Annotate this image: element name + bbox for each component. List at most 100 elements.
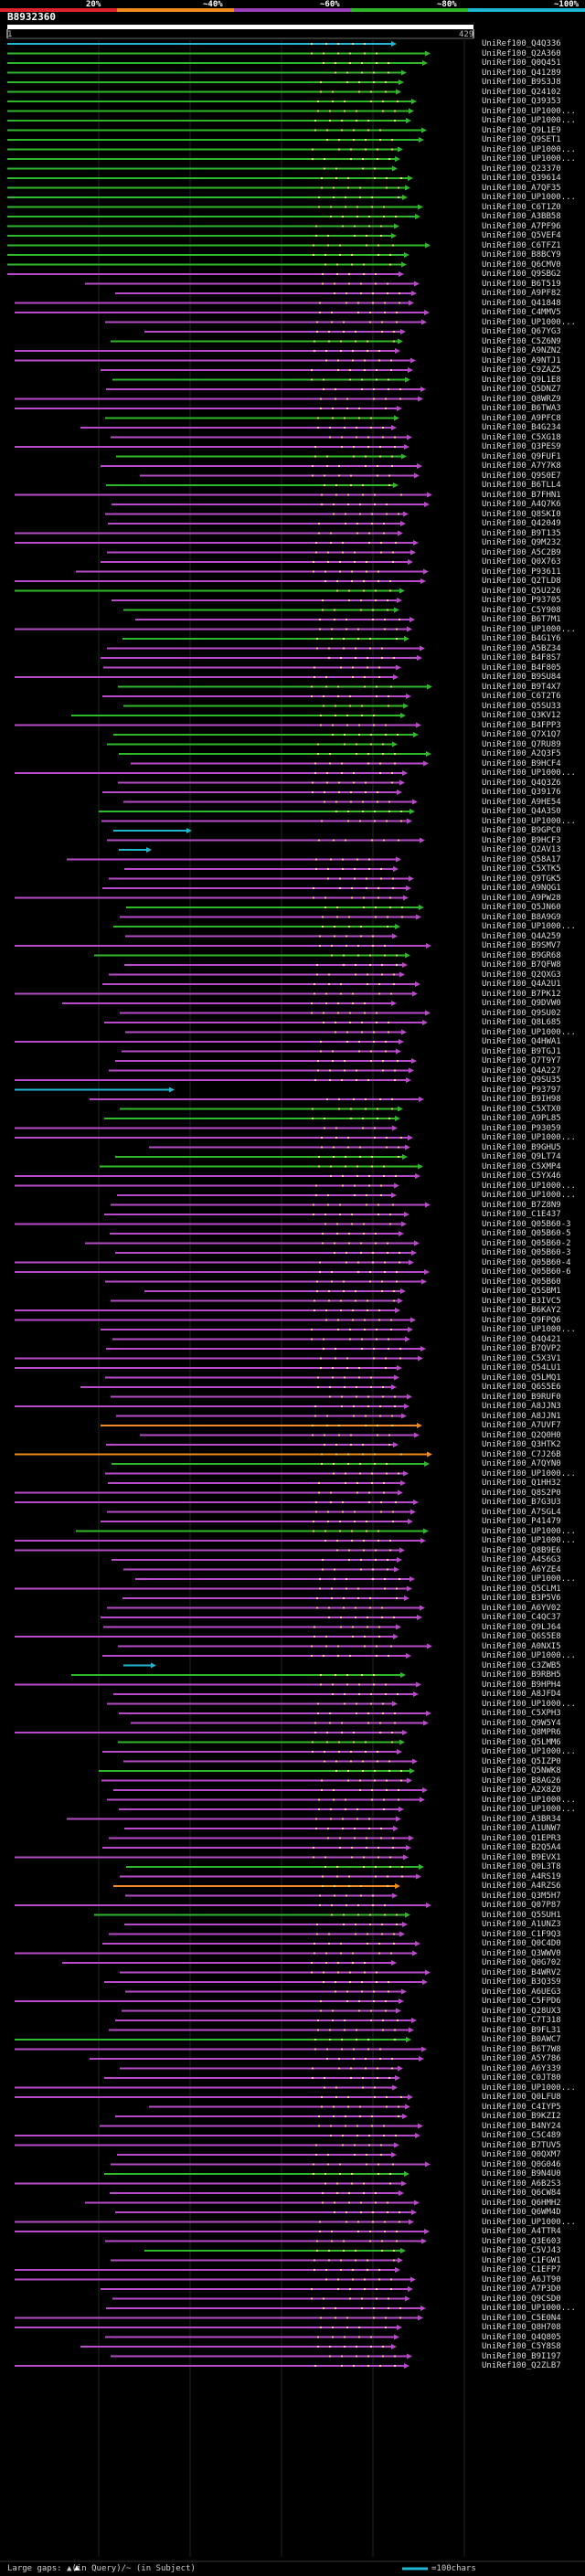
- hit-label[interactable]: UniRef100_Q54LU1: [482, 1363, 561, 1373]
- hit-label[interactable]: UniRef100_Q5SUH1: [482, 1910, 561, 1920]
- hit-label[interactable]: UniRef100_A8JFD4: [482, 1690, 561, 1699]
- hit-label[interactable]: UniRef100_Q05B60-5: [482, 1229, 571, 1238]
- hit-label[interactable]: UniRef100_C7J26B: [482, 1449, 561, 1459]
- hit-label[interactable]: UniRef100_Q9DVW0: [482, 999, 561, 1008]
- hit-label[interactable]: UniRef100_Q5IZP0: [482, 1756, 561, 1766]
- hit-label[interactable]: UniRef100_Q9FPQ6: [482, 1315, 561, 1325]
- hit-label[interactable]: UniRef100_B8A9G9: [482, 912, 561, 922]
- hit-label[interactable]: UniRef100_A7QF35: [482, 183, 561, 193]
- hit-label[interactable]: UniRef100_P93611: [482, 567, 561, 577]
- hit-label[interactable]: UniRef100_Q41289: [482, 68, 561, 78]
- hit-label[interactable]: UniRef100_A9NZN2: [482, 346, 561, 355]
- hit-label[interactable]: UniRef100_UP1000...: [482, 193, 576, 202]
- hit-label[interactable]: UniRef100_UP1000...: [482, 1468, 576, 1479]
- hit-label[interactable]: UniRef100_Q9L1E8: [482, 375, 561, 385]
- hit-label[interactable]: UniRef100_A2Q3F5: [482, 749, 561, 758]
- hit-label[interactable]: UniRef100_C5VJ43: [482, 2246, 561, 2255]
- hit-label[interactable]: UniRef100_Q6WM4D: [482, 2208, 561, 2217]
- hit-label[interactable]: UniRef100_Q0Q451: [482, 58, 561, 68]
- hit-label[interactable]: UniRef100_B3IVC5: [482, 1296, 561, 1306]
- hit-label[interactable]: UniRef100_C5Y908: [482, 605, 561, 615]
- hit-label[interactable]: UniRef100_Q0G046: [482, 2159, 561, 2169]
- hit-label[interactable]: UniRef100_A7PF96: [482, 221, 561, 231]
- hit-label[interactable]: UniRef100_P93797: [482, 1085, 561, 1095]
- hit-label[interactable]: UniRef100_B3P5V6: [482, 1594, 561, 1603]
- hit-label[interactable]: UniRef100_Q67YG3: [482, 327, 561, 336]
- hit-label[interactable]: UniRef100_B9SU84: [482, 673, 561, 682]
- hit-label[interactable]: UniRef100_C1E437: [482, 1210, 561, 1219]
- hit-label[interactable]: UniRef100_UP1000...: [482, 1651, 576, 1660]
- hit-label[interactable]: UniRef100_B4NY24: [482, 2121, 561, 2131]
- hit-label[interactable]: UniRef100_Q9SU35: [482, 1076, 561, 1085]
- hit-label[interactable]: UniRef100_Q07P87: [482, 1901, 561, 1910]
- hit-label[interactable]: UniRef100_B7G3U3: [482, 1498, 561, 1507]
- hit-label[interactable]: UniRef100_B9RUF0: [482, 1392, 561, 1402]
- hit-label[interactable]: UniRef100_B9EVX1: [482, 1852, 561, 1862]
- hit-label[interactable]: UniRef100_C6T2T6: [482, 692, 561, 701]
- hit-label[interactable]: UniRef100_UP1000...: [482, 154, 576, 164]
- hit-label[interactable]: UniRef100_C4MMV5: [482, 308, 561, 317]
- hit-label[interactable]: UniRef100_Q28UX3: [482, 2006, 561, 2016]
- hit-label[interactable]: UniRef100_A6Y339: [482, 2063, 561, 2073]
- hit-label[interactable]: UniRef100_B7FHN1: [482, 490, 561, 500]
- hit-label[interactable]: UniRef100_Q2QXG3: [482, 970, 561, 980]
- hit-label[interactable]: UniRef100_Q6S5E6: [482, 1383, 561, 1392]
- hit-label[interactable]: UniRef100_B9FL31: [482, 2025, 561, 2035]
- hit-label[interactable]: UniRef100_C5YX46: [482, 1171, 561, 1181]
- hit-label[interactable]: UniRef100_B4F805: [482, 663, 561, 673]
- hit-label[interactable]: UniRef100_C0JT80: [482, 2073, 561, 2083]
- hit-label[interactable]: UniRef100_A9PW28: [482, 893, 561, 903]
- hit-label[interactable]: UniRef100_B9T135: [482, 528, 561, 538]
- hit-label[interactable]: UniRef100_Q3PES9: [482, 442, 561, 451]
- hit-label[interactable]: UniRef100_Q9W5Y4: [482, 1718, 561, 1728]
- hit-label[interactable]: UniRef100_B9S3J8: [482, 78, 561, 87]
- hit-label[interactable]: UniRef100_C1FGW1: [482, 2255, 561, 2265]
- hit-label[interactable]: UniRef100_C5Z6N9: [482, 336, 561, 346]
- hit-label[interactable]: UniRef100_A6B2S3: [482, 2178, 561, 2189]
- hit-label[interactable]: UniRef100_A4S6G3: [482, 1555, 561, 1564]
- hit-label[interactable]: UniRef100_Q05B60-3: [482, 1219, 571, 1229]
- hit-label[interactable]: UniRef100_C5C489: [482, 2131, 561, 2140]
- hit-label[interactable]: UniRef100_Q5CLM1: [482, 1584, 561, 1594]
- hit-label[interactable]: UniRef100_Q1HH32: [482, 1479, 561, 1488]
- hit-label[interactable]: UniRef100_Q41848: [482, 298, 561, 308]
- hit-label[interactable]: UniRef100_Q3WWV0: [482, 1948, 561, 1958]
- hit-label[interactable]: UniRef100_Q7T9Y7: [482, 1056, 561, 1065]
- hit-label[interactable]: UniRef100_B0AWC7: [482, 2035, 561, 2044]
- hit-label[interactable]: UniRef100_Q8MPR6: [482, 1728, 561, 1737]
- hit-label[interactable]: UniRef100_Q4A227: [482, 1065, 561, 1076]
- hit-label[interactable]: UniRef100_A7Y7K8: [482, 461, 561, 471]
- hit-label[interactable]: UniRef100_Q2A360: [482, 48, 561, 58]
- hit-label[interactable]: UniRef100_C1EFP7: [482, 2265, 561, 2274]
- hit-label[interactable]: UniRef100_Q9LJ64: [482, 1622, 561, 1632]
- hit-label[interactable]: UniRef100_Q5VEF4: [482, 231, 561, 240]
- hit-label[interactable]: UniRef100_A9NTJ1: [482, 355, 561, 366]
- hit-label[interactable]: UniRef100_B9HCF3: [482, 835, 561, 845]
- hit-label[interactable]: UniRef100_UP1000...: [482, 116, 576, 125]
- hit-label[interactable]: UniRef100_Q39614: [482, 174, 561, 183]
- hit-label[interactable]: UniRef100_Q05B60-3: [482, 1248, 571, 1257]
- hit-label[interactable]: UniRef100_Q9SET1: [482, 135, 561, 144]
- hit-label[interactable]: UniRef100_C5XG18: [482, 432, 561, 442]
- hit-label[interactable]: UniRef100_Q3HTK2: [482, 1440, 561, 1449]
- hit-label[interactable]: UniRef100_Q39353: [482, 97, 561, 106]
- hit-label[interactable]: UniRef100_Q8L685: [482, 1018, 561, 1027]
- hit-label[interactable]: UniRef100_Q8S2P0: [482, 1488, 561, 1498]
- hit-label[interactable]: UniRef100_C6TFZ1: [482, 240, 561, 250]
- hit-label[interactable]: UniRef100_B7Z8N9: [482, 1200, 561, 1210]
- hit-label[interactable]: UniRef100_C5XPH3: [482, 1709, 561, 1718]
- hit-label[interactable]: UniRef100_Q0X763: [482, 557, 561, 567]
- hit-label[interactable]: UniRef100_B9GPC0: [482, 826, 561, 835]
- hit-label[interactable]: UniRef100_B9IH98: [482, 1095, 561, 1104]
- hit-label[interactable]: UniRef100_B9SMV7: [482, 941, 561, 950]
- hit-label[interactable]: UniRef100_B9KZI2: [482, 2112, 561, 2121]
- hit-label[interactable]: UniRef100_B9N4U0: [482, 2169, 561, 2178]
- hit-label[interactable]: UniRef100_UP1000...: [482, 769, 576, 778]
- hit-label[interactable]: UniRef100_A8JJN1: [482, 1411, 561, 1421]
- hit-label[interactable]: UniRef100_B4G1Y6: [482, 634, 561, 643]
- hit-label[interactable]: UniRef100_Q5JN60: [482, 903, 561, 912]
- hit-label[interactable]: UniRef100_C6T1Z0: [482, 202, 561, 212]
- hit-label[interactable]: UniRef100_A3BR34: [482, 1814, 561, 1824]
- hit-label[interactable]: UniRef100_Q0L3T8: [482, 1862, 561, 1871]
- hit-label[interactable]: UniRef100_B4WRV2: [482, 1967, 561, 1977]
